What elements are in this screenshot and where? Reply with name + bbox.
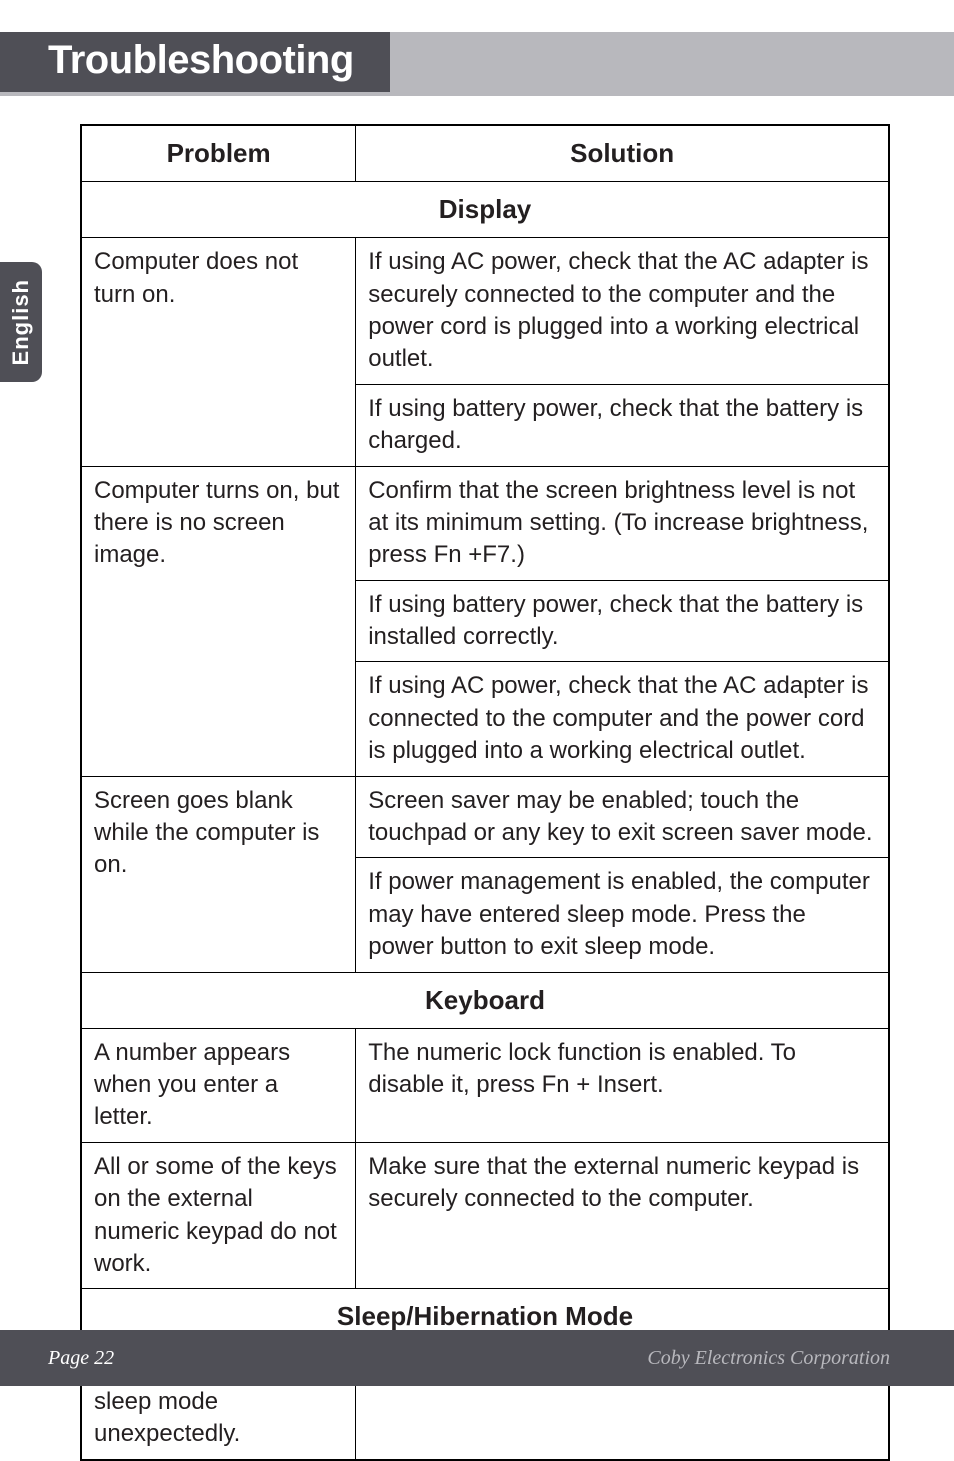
page-title: Troubleshooting [48, 38, 354, 83]
company-name: Coby Electronics Corporation [647, 1347, 890, 1370]
solution-cell: Screen saver may be enabled; touch the t… [356, 776, 889, 858]
table-row: A number appears when you enter a letter… [81, 1028, 889, 1142]
solution-cell: If using AC power, check that the AC ada… [356, 238, 889, 385]
solution-cell: Make sure that the external numeric keyp… [356, 1142, 889, 1289]
troubleshooting-table: Problem Solution Display Computer does n… [80, 124, 890, 1461]
solution-cell: If using battery power, check that the b… [356, 384, 889, 466]
table-header-row: Problem Solution [81, 125, 889, 182]
section-title: Display [81, 182, 889, 238]
table-row: Computer turns on, but there is no scree… [81, 466, 889, 580]
header-bar: Troubleshooting [0, 32, 954, 96]
page-number: Page 22 [48, 1347, 114, 1370]
table-row: Screen goes blank while the computer is … [81, 776, 889, 858]
problem-cell: Computer does not turn on. [81, 238, 356, 466]
problem-cell: A number appears when you enter a letter… [81, 1028, 356, 1142]
content-area: Problem Solution Display Computer does n… [0, 96, 954, 1461]
section-title: Keyboard [81, 972, 889, 1028]
language-tab-label: English [8, 279, 34, 365]
solution-cell: The numeric lock function is enabled. To… [356, 1028, 889, 1142]
problem-cell: Screen goes blank while the computer is … [81, 776, 356, 972]
problem-cell: Computer turns on, but there is no scree… [81, 466, 356, 776]
table-row: All or some of the keys on the external … [81, 1142, 889, 1289]
solution-cell: If using battery power, check that the b… [356, 580, 889, 662]
table-row: Computer does not turn on. If using AC p… [81, 238, 889, 385]
language-tab: English [0, 262, 42, 382]
solution-cell: If using AC power, check that the AC ada… [356, 662, 889, 776]
section-header-display: Display [81, 182, 889, 238]
solution-cell: Confirm that the screen brightness level… [356, 466, 889, 580]
solution-cell: If power management is enabled, the comp… [356, 858, 889, 972]
footer-bar: Page 22 Coby Electronics Corporation [0, 1330, 954, 1386]
column-header-problem: Problem [81, 125, 356, 182]
problem-cell: All or some of the keys on the external … [81, 1142, 356, 1289]
section-header-keyboard: Keyboard [81, 972, 889, 1028]
column-header-solution: Solution [356, 125, 889, 182]
